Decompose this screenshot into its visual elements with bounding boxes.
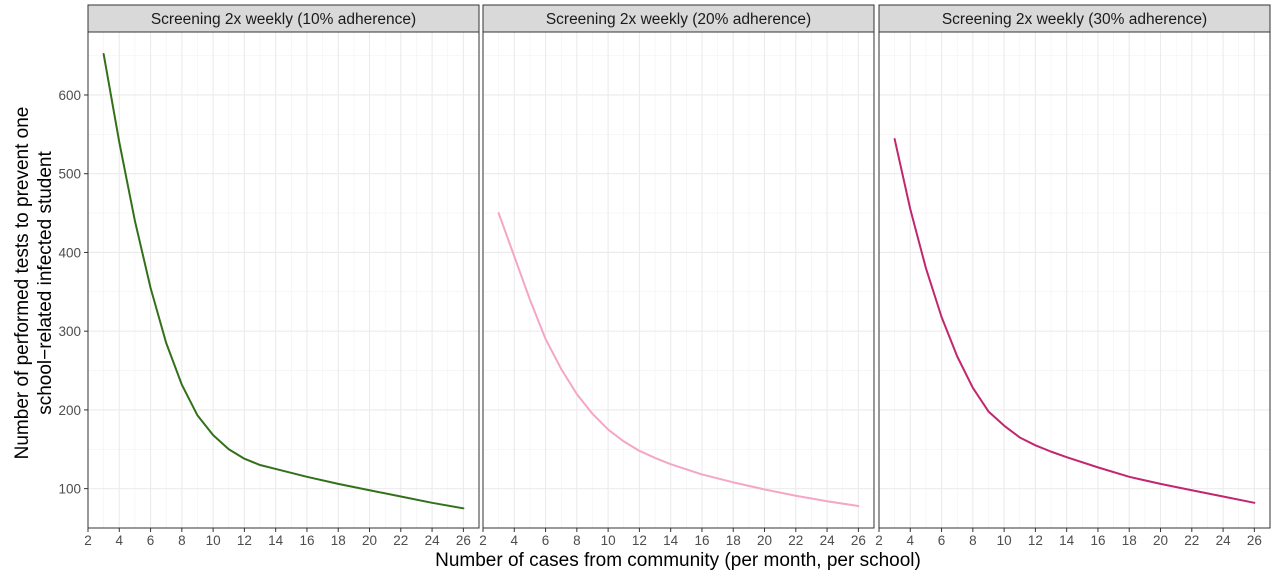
y-tick-label: 400	[58, 245, 81, 260]
x-tick-label: 22	[393, 533, 408, 548]
x-tick-label: 6	[542, 533, 550, 548]
x-tick-label: 8	[573, 533, 581, 548]
y-axis-title-line-1: Number of performed tests to prevent one	[12, 107, 33, 460]
y-tick-label: 200	[58, 403, 81, 418]
x-tick-label: 8	[178, 533, 186, 548]
x-tick-label: 16	[1090, 533, 1105, 548]
y-tick-label: 300	[58, 324, 81, 339]
x-tick-label: 14	[268, 533, 284, 548]
x-tick-label: 6	[938, 533, 946, 548]
panel-2: Screening 2x weekly (20% adherence)2 4 6 8 1…	[479, 4, 875, 548]
panels: Screening 2x weekly (10% adherence)2 4 6 8 1…	[58, 4, 1271, 548]
x-tick-label: 8	[969, 533, 977, 548]
x-tick-label: 20	[757, 533, 772, 548]
panel-strip	[878, 4, 1271, 33]
x-tick-label: 14	[1059, 533, 1075, 548]
series-line	[893, 138, 1256, 504]
panel-strip-label: Screening 2x weekly (30% adherence)	[942, 11, 1207, 28]
plot-area	[483, 32, 874, 528]
x-tick-label: 24	[425, 533, 441, 548]
panel-strip-label: Screening 2x weekly (20% adherence)	[546, 11, 811, 28]
series-line	[102, 53, 465, 510]
series-line	[497, 212, 860, 507]
panel-3: Screening 2x weekly (30% adherence)2 4 6 8 1…	[875, 4, 1271, 548]
x-tick-label: 24	[820, 533, 836, 548]
x-tick-label: 10	[997, 533, 1012, 548]
x-tick-label: 18	[726, 533, 741, 548]
x-tick-label: 14	[663, 533, 679, 548]
x-tick-label: 12	[632, 533, 647, 548]
x-tick-label: 10	[601, 533, 616, 548]
y-axis-title-line-2: school−related infected student	[35, 151, 56, 415]
panel-border	[482, 31, 875, 529]
panel-strip	[87, 4, 480, 33]
x-tick-label: 26	[1247, 533, 1262, 548]
x-tick-label: 2	[875, 533, 883, 548]
panel-border	[87, 31, 480, 529]
x-tick-label: 2	[84, 533, 92, 548]
x-tick-label: 18	[1122, 533, 1137, 548]
panel-1: Screening 2x weekly (10% adherence)2 4 6 8 1…	[58, 4, 480, 548]
x-tick-label: 26	[456, 533, 471, 548]
x-tick-label: 4	[907, 533, 915, 548]
x-tick-label: 4	[511, 533, 519, 548]
y-tick-label: 600	[58, 88, 81, 103]
panel-strip	[482, 4, 875, 33]
x-tick-label: 2	[479, 533, 487, 548]
x-tick-label: 12	[237, 533, 252, 548]
x-tick-label: 10	[206, 533, 221, 548]
x-tick-label: 18	[331, 533, 346, 548]
x-tick-label: 24	[1216, 533, 1232, 548]
y-tick-label: 500	[58, 167, 81, 182]
x-tick-label: 20	[1153, 533, 1168, 548]
x-tick-label: 16	[694, 533, 709, 548]
y-axis-title: Number of performed tests to prevent one…	[12, 107, 56, 460]
x-tick-label: 26	[851, 533, 866, 548]
plot-area	[879, 32, 1270, 528]
x-tick-label: 16	[299, 533, 314, 548]
x-tick-label: 22	[1184, 533, 1199, 548]
x-tick-label: 22	[788, 533, 803, 548]
x-axis-title: Number of cases from community (per mont…	[435, 550, 921, 571]
y-tick-label: 100	[58, 482, 81, 497]
x-tick-label: 4	[116, 533, 124, 548]
panel-border	[878, 31, 1271, 529]
x-tick-label: 6	[147, 533, 155, 548]
x-tick-label: 20	[362, 533, 377, 548]
x-tick-label: 12	[1028, 533, 1043, 548]
plot-area	[88, 32, 479, 528]
panel-strip-label: Screening 2x weekly (10% adherence)	[151, 11, 416, 28]
